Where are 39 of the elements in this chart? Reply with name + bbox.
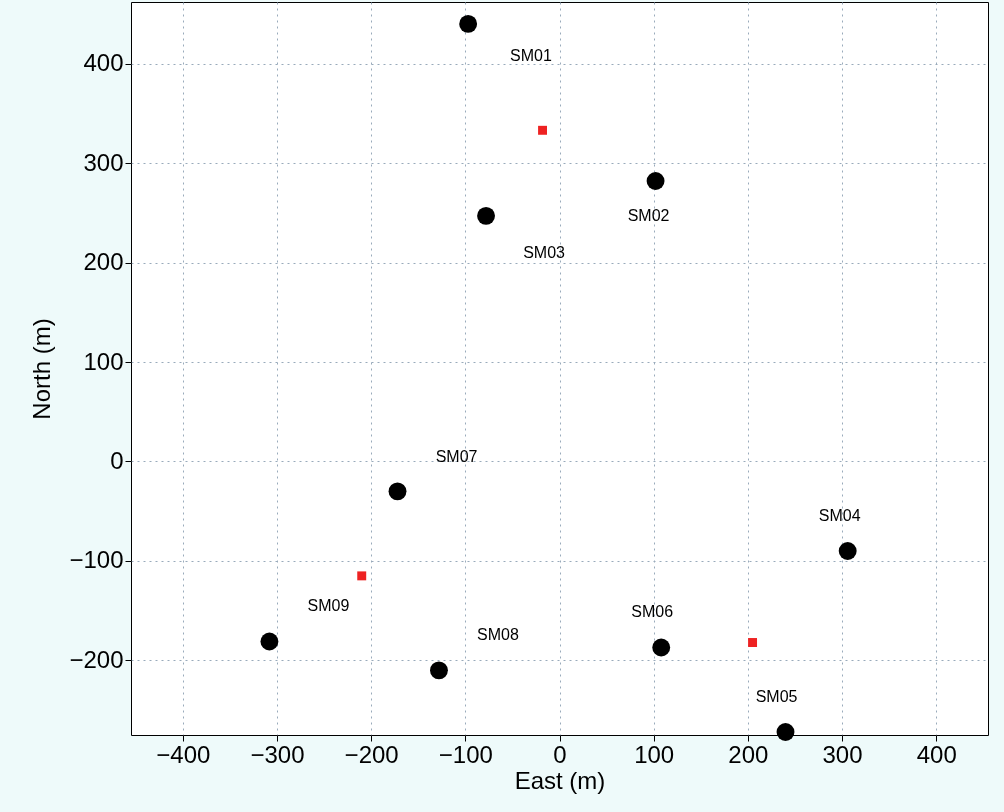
- y-axis-title: North (m): [28, 318, 56, 420]
- point: [459, 14, 478, 33]
- point: [538, 125, 548, 135]
- annotation: SM09: [307, 596, 350, 614]
- annotation: SM03: [523, 243, 566, 261]
- y-tick-label: 0: [110, 446, 124, 474]
- x-tick-label: 400: [916, 740, 957, 768]
- y-tick-label: 400: [83, 49, 124, 77]
- x-tick-label: −200: [344, 740, 399, 768]
- y-tick-label: 200: [83, 248, 124, 276]
- point: [748, 638, 758, 647]
- point: [652, 638, 671, 657]
- annotation: SM07: [435, 448, 478, 466]
- annotation: SM08: [477, 626, 519, 644]
- point: [776, 723, 795, 741]
- x-axis-title: East (m): [514, 766, 606, 794]
- annotation: SM05: [755, 688, 798, 706]
- annotation: SM02: [627, 207, 670, 225]
- y-tick-label: −100: [69, 546, 124, 574]
- point: [838, 542, 857, 560]
- point: [477, 206, 495, 225]
- x-tick-label: 100: [634, 740, 675, 768]
- annotation: SM01: [510, 47, 552, 64]
- point: [430, 661, 448, 680]
- x-tick-label: −300: [250, 740, 305, 768]
- annotation: SM04: [818, 507, 861, 524]
- y-tick-label: −200: [69, 645, 124, 673]
- y-tick-label: 300: [83, 148, 124, 176]
- annotation: SM06: [631, 603, 674, 621]
- point: [646, 172, 665, 190]
- x-tick-label: −400: [156, 740, 211, 768]
- point: [388, 482, 407, 501]
- x-tick-label: 0: [553, 740, 567, 768]
- point: [357, 571, 367, 581]
- y-tick-label: 100: [83, 347, 124, 375]
- point: [260, 632, 279, 651]
- x-tick-label: −100: [438, 740, 493, 768]
- x-tick-label: 200: [728, 740, 769, 768]
- x-tick-label: 300: [822, 740, 863, 768]
